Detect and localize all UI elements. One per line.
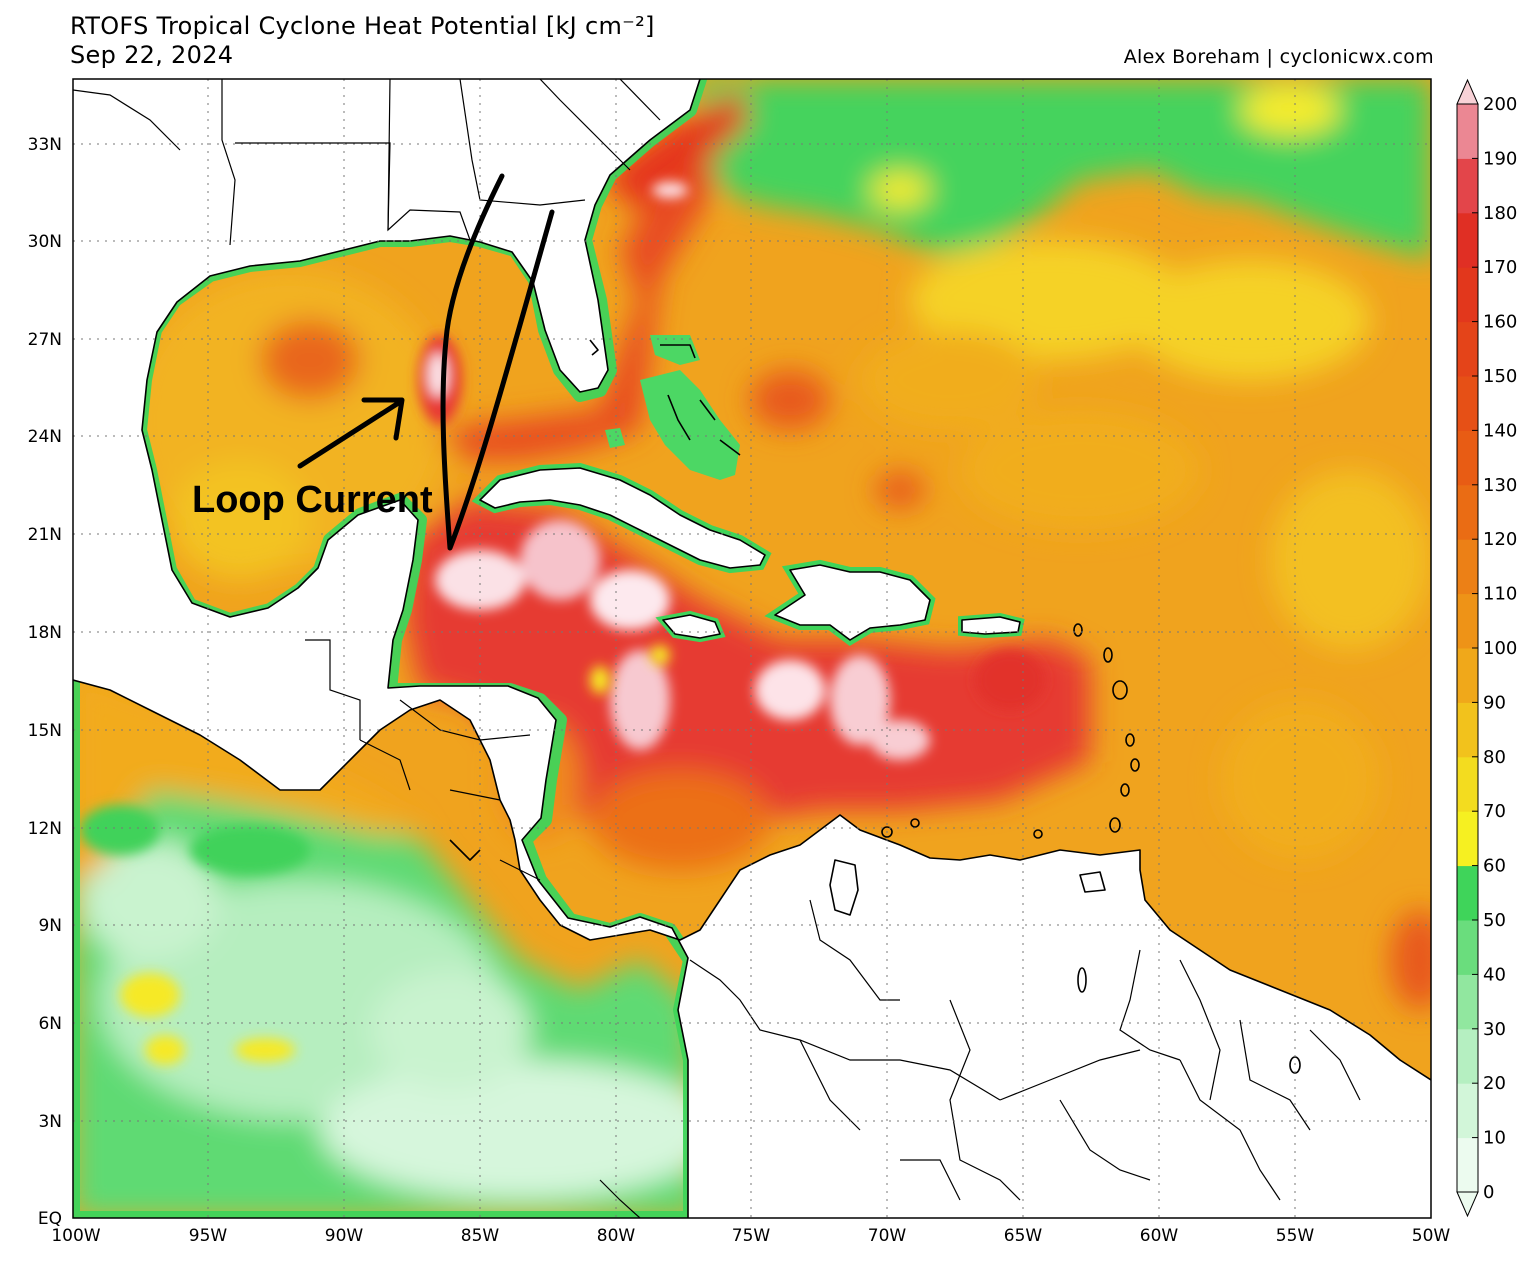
colorbar-segment bbox=[1457, 974, 1478, 1030]
lat-label: 3N bbox=[38, 1112, 62, 1132]
lat-label: 33N bbox=[28, 135, 62, 155]
lat-label: 21N bbox=[28, 525, 62, 545]
colorbar-segment bbox=[1457, 267, 1478, 323]
colorbar-tick-label: 120 bbox=[1483, 529, 1517, 550]
north-america-land bbox=[73, 79, 1431, 1218]
coastlines bbox=[73, 79, 1431, 1218]
lat-label: 12N bbox=[28, 819, 62, 839]
colorbar-tick-label: 100 bbox=[1483, 638, 1517, 659]
lon-label: 50W bbox=[1412, 1226, 1451, 1246]
colorbar-tick-label: 130 bbox=[1483, 475, 1517, 496]
colorbar-segment bbox=[1457, 539, 1478, 595]
colorbar-tick-label: 40 bbox=[1483, 964, 1506, 985]
lon-label: 100W bbox=[51, 1226, 100, 1246]
colorbar-segment bbox=[1457, 1137, 1478, 1193]
lat-label: 24N bbox=[28, 427, 62, 447]
colorbar-tick-label: 160 bbox=[1483, 312, 1517, 333]
colorbar-segment bbox=[1457, 756, 1478, 812]
colorbar-extend-max bbox=[1456, 78, 1479, 105]
colorbar-tick-label: 60 bbox=[1483, 856, 1506, 877]
colorbar-segment bbox=[1457, 104, 1478, 159]
colorbar-segment bbox=[1457, 376, 1478, 431]
map-credit: Alex Boreham | cyclonicwx.com bbox=[1123, 46, 1434, 68]
lat-label: 9N bbox=[38, 916, 62, 936]
lat-label: EQ bbox=[38, 1209, 62, 1229]
loop-current-label: Loop Current bbox=[192, 479, 433, 521]
colorbar-segment bbox=[1457, 430, 1478, 486]
lon-label: 55W bbox=[1276, 1226, 1315, 1246]
lon-label: 60W bbox=[1140, 1226, 1179, 1246]
lon-label: 75W bbox=[732, 1226, 771, 1246]
colorbar-tick-label: 10 bbox=[1483, 1128, 1506, 1149]
colorbar-segment bbox=[1457, 593, 1478, 649]
loop-current-outline bbox=[440, 173, 555, 551]
colorbar-extend-min bbox=[1456, 1191, 1479, 1218]
map-title: RTOFS Tropical Cyclone Heat Potential [k… bbox=[70, 12, 655, 40]
colorbar-segment bbox=[1457, 1028, 1478, 1084]
colorbar-tick-label: 50 bbox=[1483, 910, 1506, 931]
lat-label: 15N bbox=[28, 721, 62, 741]
lat-label: 27N bbox=[28, 330, 62, 350]
heat-field bbox=[73, 79, 1431, 1218]
colorbar-tick-label: 110 bbox=[1483, 584, 1517, 605]
map-date: Sep 22, 2024 bbox=[70, 41, 234, 69]
lat-label: 6N bbox=[38, 1014, 62, 1034]
colorbar-segment bbox=[1457, 1083, 1478, 1139]
lat-label: 18N bbox=[28, 623, 62, 643]
colorbar-tick-label: 180 bbox=[1483, 203, 1517, 224]
colorbar-tick-label: 90 bbox=[1483, 692, 1506, 713]
latitude-labels: 33N 30N 27N 24N 21N 18N 15N 12N 9N 6N 3N… bbox=[28, 135, 62, 1229]
colorbar-segment bbox=[1457, 158, 1478, 214]
colorbar-tick-label: 0 bbox=[1483, 1182, 1494, 1203]
lon-label: 85W bbox=[461, 1226, 500, 1246]
lon-label: 95W bbox=[189, 1226, 228, 1246]
lon-label: 80W bbox=[597, 1226, 636, 1246]
bahamas-banks bbox=[640, 370, 740, 480]
lon-label: 70W bbox=[868, 1226, 907, 1246]
colorbar-segment bbox=[1457, 811, 1478, 867]
colorbar-segment bbox=[1457, 702, 1478, 758]
colorbar-tick-label: 30 bbox=[1483, 1019, 1506, 1040]
colorbar-tick-label: 170 bbox=[1483, 257, 1517, 278]
loop-current-arrow bbox=[297, 399, 403, 469]
lon-label: 90W bbox=[325, 1226, 364, 1246]
map-frame bbox=[72, 78, 1432, 1219]
colorbar-tick-label: 140 bbox=[1483, 420, 1517, 441]
lon-label: 65W bbox=[1004, 1226, 1043, 1246]
colorbar-segment bbox=[1457, 484, 1478, 540]
loop-current-annotation: Loop Current bbox=[192, 173, 555, 551]
colorbar-segment bbox=[1457, 321, 1478, 377]
colorbar-tick-label: 150 bbox=[1483, 366, 1517, 387]
graticule bbox=[73, 79, 1431, 1218]
colorbar-segment bbox=[1457, 865, 1478, 921]
colorbar-segment bbox=[1457, 920, 1478, 975]
colorbar-tick-label: 200 bbox=[1483, 94, 1517, 115]
colorbar-tick-label: 70 bbox=[1483, 801, 1506, 822]
colorbar-tick-label: 80 bbox=[1483, 747, 1506, 768]
lat-label: 30N bbox=[28, 232, 62, 252]
colorbar-tick-label: 20 bbox=[1483, 1073, 1506, 1094]
colorbar-segment bbox=[1457, 212, 1478, 268]
colorbar: 0 10 20 30 40 50 60 70 80 90 100 110 120 130 140 150 160… bbox=[1456, 78, 1517, 1218]
colorbar-tick-label: 190 bbox=[1483, 148, 1517, 169]
colorbar-segment bbox=[1457, 648, 1478, 703]
longitude-labels: 100W 95W 90W 85W 80W 75W 70W 65W 60W 55W… bbox=[51, 1226, 1450, 1246]
